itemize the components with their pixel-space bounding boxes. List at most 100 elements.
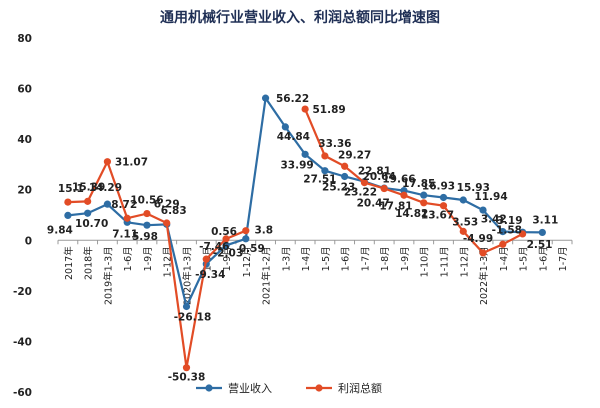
x-tick-label: 1-7月 — [558, 246, 569, 271]
x-tick-label: 1-5月 — [519, 246, 530, 271]
revenue-data-label: 27.51 — [303, 174, 336, 186]
profit-data-label: 14.82 — [395, 208, 428, 220]
revenue-data-label: 20.64 — [363, 171, 396, 183]
y-tick-label: -60 — [13, 387, 32, 399]
x-tick-label: 2017年 — [63, 246, 75, 280]
profit-data-point — [222, 235, 230, 243]
profit-data-label: 13.67 — [421, 210, 454, 222]
revenue-data-label: 17.85 — [402, 178, 435, 190]
profit-data-label: 33.36 — [318, 138, 351, 150]
x-tick-label: 1-6月 — [341, 246, 352, 271]
profit-data-point — [499, 240, 507, 248]
revenue-data-point — [281, 123, 289, 131]
revenue-data-point — [301, 150, 309, 158]
x-tick-label: 1-8月 — [380, 246, 391, 271]
revenue-data-label: 3.42 — [481, 214, 507, 226]
revenue-data-label: 14.29 — [89, 182, 122, 194]
profit-data-label: 29.27 — [338, 149, 371, 161]
x-tick-label: 1-7月 — [360, 246, 371, 271]
revenue-data-label: 0.59 — [239, 243, 265, 255]
x-tick-label: 1-6月 — [123, 246, 134, 271]
revenue-data-label: 3.19 — [497, 215, 523, 227]
revenue-data-point — [242, 235, 250, 243]
x-tick-label: 2022年1-3月 — [478, 246, 490, 305]
profit-data-label: 15.39 — [72, 181, 105, 193]
revenue-data-point — [341, 172, 349, 181]
profit-data-point — [182, 364, 191, 372]
profit-data-label: -4.99 — [463, 233, 493, 245]
revenue-data-label: 16.93 — [422, 180, 455, 192]
profit-data-point — [143, 209, 151, 218]
revenue-data-label: 10.70 — [75, 218, 108, 230]
x-tick-label: 1-9月 — [400, 246, 411, 271]
profit-data-label: 3.8 — [255, 225, 274, 237]
profit-data-point — [84, 197, 92, 205]
revenue-data-label: 7.11 — [112, 228, 138, 240]
revenue-data-point — [84, 209, 92, 217]
x-tick-label: 1-12月 — [459, 246, 470, 277]
profit-data-point — [301, 105, 309, 113]
revenue-data-point — [103, 200, 112, 208]
y-tick-label: 60 — [17, 84, 32, 96]
revenue-data-point — [64, 211, 72, 220]
profit-data-label: -1.58 — [492, 224, 522, 236]
revenue-data-point — [261, 94, 270, 102]
profit-data-point — [202, 255, 210, 263]
y-tick-label: -40 — [13, 336, 32, 348]
revenue-data-label: 9.84 — [47, 224, 73, 236]
y-tick-label: 0 — [25, 235, 32, 247]
profit-data-label: 6.83 — [161, 205, 187, 217]
profit-data-label: 0.56 — [211, 226, 237, 238]
profit-data-point — [341, 162, 349, 170]
revenue-data-label: 11.94 — [474, 191, 507, 203]
profit-data-label: -7.46 — [199, 241, 229, 253]
profit-data-point — [242, 227, 250, 235]
revenue-data-label: 33.99 — [281, 159, 314, 171]
profit-data-label: 31.07 — [115, 157, 148, 169]
legend: 营业收入 利润总额 — [196, 381, 382, 395]
profit-data-point — [380, 184, 388, 193]
profit-legend-marker — [315, 384, 323, 392]
profit-data-label: 2.51 — [527, 239, 553, 251]
x-tick-label: 2019年1-3月 — [102, 246, 114, 305]
revenue-data-point — [420, 191, 428, 199]
x-tick-label: 2018年 — [83, 246, 95, 280]
profit-data-point — [123, 214, 131, 222]
x-tick-label: 1-3月 — [281, 246, 292, 271]
x-tick-label: 1-5月 — [321, 246, 332, 271]
profit-data-point — [64, 198, 72, 206]
profit-data-point — [103, 158, 112, 166]
revenue-legend-marker — [205, 384, 213, 392]
profit-data-point — [321, 152, 329, 160]
x-tick-label: 1-9月 — [143, 246, 154, 271]
profit-data-label: 17.81 — [379, 200, 412, 212]
x-tick-label: 1-12月 — [163, 246, 174, 277]
profit-data-point — [360, 179, 369, 187]
revenue-data-point — [222, 241, 230, 250]
y-tick-label: 40 — [17, 134, 32, 146]
revenue-data-point — [538, 228, 546, 237]
revenue-legend-label: 营业收入 — [228, 381, 272, 395]
profit-data-label: 22.81 — [358, 166, 391, 178]
revenue-data-label: -2.03 — [213, 247, 243, 259]
revenue-data-label: 19.66 — [382, 174, 415, 186]
x-tick-label: 1-11月 — [440, 246, 451, 277]
revenue-data-label: 3.11 — [532, 214, 558, 226]
profit-data-point — [518, 230, 527, 238]
revenue-data-point — [459, 196, 467, 204]
revenue-data-label: -9.34 — [195, 269, 225, 281]
revenue-data-point — [439, 193, 448, 202]
revenue-data-label: -26.18 — [174, 311, 212, 323]
x-tick-label: 1-6月 — [538, 246, 549, 271]
profit-data-label: 8.72 — [111, 199, 137, 211]
revenue-data-point — [321, 167, 329, 175]
profit-data-point — [479, 249, 487, 257]
x-tick-label: 1-9月 — [222, 246, 233, 271]
revenue-data-label: 44.84 — [277, 131, 310, 143]
x-tick-label: 1-4月 — [301, 246, 312, 271]
profit-data-label: 15.1 — [58, 183, 84, 195]
revenue-data-point — [143, 221, 151, 229]
profit-data-label: -50.38 — [168, 372, 206, 384]
y-tick-label: -20 — [13, 286, 32, 298]
revenue-data-label: 5.98 — [132, 231, 158, 243]
